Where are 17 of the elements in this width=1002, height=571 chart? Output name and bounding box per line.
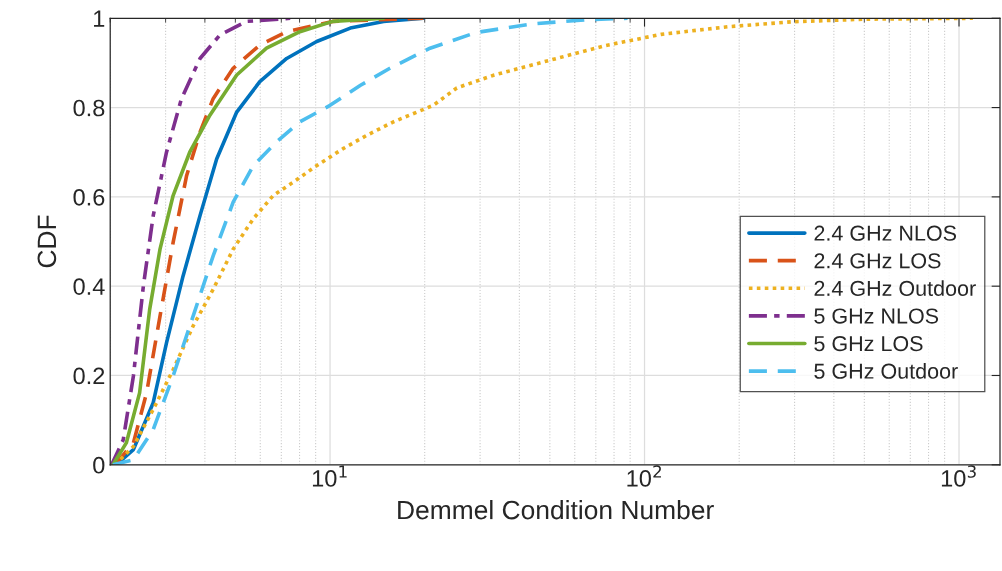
legend-label: 2.4 GHz LOS (814, 253, 941, 269)
legend-label: 2.4 GHz Outdoor (814, 280, 976, 297)
y-tick-label: 0 (93, 456, 105, 474)
y-tick-label: 0.4 (73, 278, 105, 295)
legend-label: 5 GHz NLOS (814, 308, 939, 324)
y-tick-label: 0.8 (73, 99, 105, 117)
x-tick-label: 10$^{1}$ (312, 465, 347, 487)
x-axis-title: Demmel Condition Number (398, 500, 714, 520)
x-tick-label: 10$^{3}$ (941, 465, 976, 487)
legend-label: 5 GHz LOS (814, 335, 923, 352)
y-tick-label: 0.6 (73, 188, 105, 206)
y-tick-label: 1 (94, 10, 105, 27)
y-tick-label: 0.2 (73, 367, 105, 385)
legend-label: 2.4 GHz NLOS (814, 225, 957, 241)
x-tick-label: 10$^{2}$ (627, 465, 661, 487)
y-axis-title: CDF (37, 215, 57, 268)
legend-label: 5 GHz Outdoor (814, 363, 958, 379)
